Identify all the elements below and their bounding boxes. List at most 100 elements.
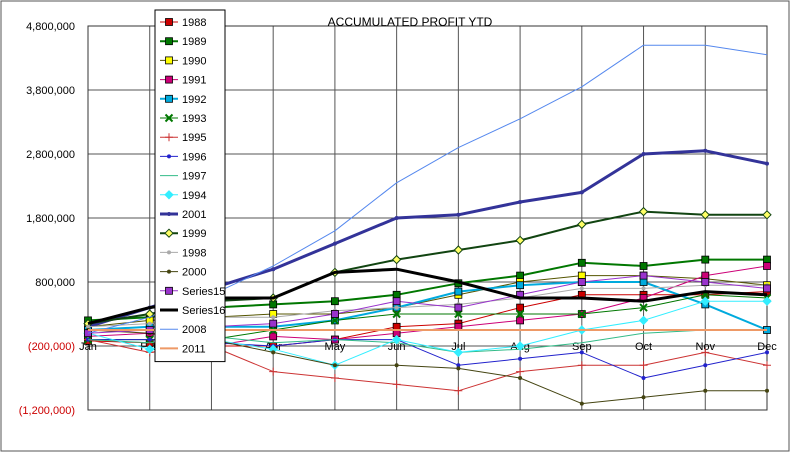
series-marker-12: [147, 321, 152, 326]
series-marker-1: [701, 255, 710, 264]
series-marker-6: [516, 367, 525, 376]
series-marker-9: [762, 296, 772, 306]
series-marker-9: [515, 341, 525, 351]
series-marker-11: [453, 245, 464, 255]
series-marker-10: [271, 267, 276, 272]
series-marker-5: [577, 309, 587, 319]
x-tick-label: Jan: [79, 341, 97, 353]
series-marker-12: [167, 250, 171, 255]
legend: 1988 1989 1990 1991 1992 1993 1995 1996 1997 1994…: [154, 9, 226, 363]
series-marker-10: [703, 148, 708, 153]
y-tick-label: 4,800,000: [26, 21, 75, 33]
x-tick-label: Oct: [635, 341, 652, 353]
series-marker-9: [453, 347, 464, 358]
series-marker-6: [392, 380, 401, 389]
series-marker-11: [515, 235, 525, 246]
series-marker-1: [392, 290, 401, 299]
series-marker-9: [391, 334, 402, 345]
series-marker-7: [456, 363, 461, 368]
series-marker-1: [165, 37, 173, 46]
legend-box: [154, 9, 226, 363]
x-tick-label: Dec: [757, 341, 777, 353]
series-marker-12: [271, 315, 276, 320]
x-tick-label: Jul: [451, 341, 465, 353]
legend-item: 1988: [160, 17, 206, 29]
series-marker-13: [271, 350, 276, 355]
legend-label: 2008: [182, 324, 206, 336]
series-marker-5: [454, 309, 463, 319]
series-marker-13: [332, 363, 337, 368]
y-tick-label: (1,200,000): [19, 405, 75, 417]
legend-item: Series16: [160, 305, 225, 317]
legend-item: 1995: [160, 132, 206, 144]
series-marker-1: [763, 255, 771, 264]
legend-item: Series15: [160, 286, 225, 298]
series-marker-13: [167, 269, 171, 274]
series-marker-13: [641, 395, 646, 400]
series-marker-7: [579, 350, 584, 355]
series-marker-10: [641, 152, 646, 156]
legend-label: 2000: [182, 267, 206, 279]
series-marker-7: [167, 154, 171, 159]
series-marker-6: [639, 361, 648, 370]
series-marker-10: [456, 212, 461, 217]
series-marker-9: [638, 315, 649, 326]
legend-item: 2008: [160, 324, 206, 336]
series-marker-12: [394, 305, 399, 310]
series-marker-13: [394, 363, 399, 368]
series-marker-1: [516, 271, 524, 280]
legend-label: 1998: [182, 247, 206, 259]
series-marker-13: [765, 388, 769, 393]
legend-item: 2000: [160, 267, 206, 279]
legend-label: 2011: [182, 343, 206, 355]
series-marker-14: [392, 297, 401, 306]
legend-item: 1991: [160, 75, 206, 87]
series-marker-14: [701, 278, 710, 286]
legend-label: 1989: [182, 36, 206, 48]
series-marker-4: [639, 278, 648, 286]
series-marker-5: [515, 309, 525, 319]
series-marker-14: [165, 286, 173, 295]
series-marker-14: [454, 303, 463, 312]
y-tick-label: (200,000): [28, 341, 75, 353]
series-marker-14: [269, 319, 278, 328]
series-marker-2: [165, 56, 173, 65]
legend-item: 1996: [160, 151, 206, 163]
series-marker-11: [164, 228, 174, 238]
series-marker-10: [167, 212, 171, 216]
series-marker-1: [577, 258, 586, 267]
series-marker-5: [330, 316, 340, 325]
series-marker-4: [165, 94, 173, 103]
legend-label: 1996: [182, 151, 206, 163]
legend-item: 1994: [160, 190, 206, 202]
y-tick-label: 1,800,000: [26, 213, 75, 225]
series-marker-3: [701, 271, 710, 280]
legend-label: 1999: [182, 228, 206, 240]
legend-label: 1995: [182, 132, 206, 144]
legend-item: 1999: [160, 228, 206, 240]
legend-label: 1988: [182, 17, 206, 29]
series-marker-6: [165, 133, 173, 142]
series-marker-10: [332, 241, 337, 246]
series-marker-6: [763, 361, 771, 370]
series-marker-9: [164, 190, 174, 200]
series-marker-14: [763, 284, 771, 293]
series-marker-3: [165, 75, 173, 84]
series-marker-10: [394, 216, 399, 220]
legend-label: 1994: [182, 190, 206, 202]
series-marker-11: [577, 219, 587, 230]
series-marker-4: [454, 287, 463, 296]
x-tick-label: Sep: [572, 341, 592, 353]
series-marker-12: [86, 324, 90, 329]
series-marker-5: [639, 303, 648, 312]
series-marker-10: [579, 190, 584, 195]
series-marker-12: [579, 286, 584, 291]
series-marker-9: [700, 296, 710, 306]
series-marker-14: [331, 310, 339, 318]
legend-item: 1992: [160, 94, 206, 106]
x-tick-label: Nov: [695, 341, 715, 353]
series-marker-6: [577, 361, 586, 370]
